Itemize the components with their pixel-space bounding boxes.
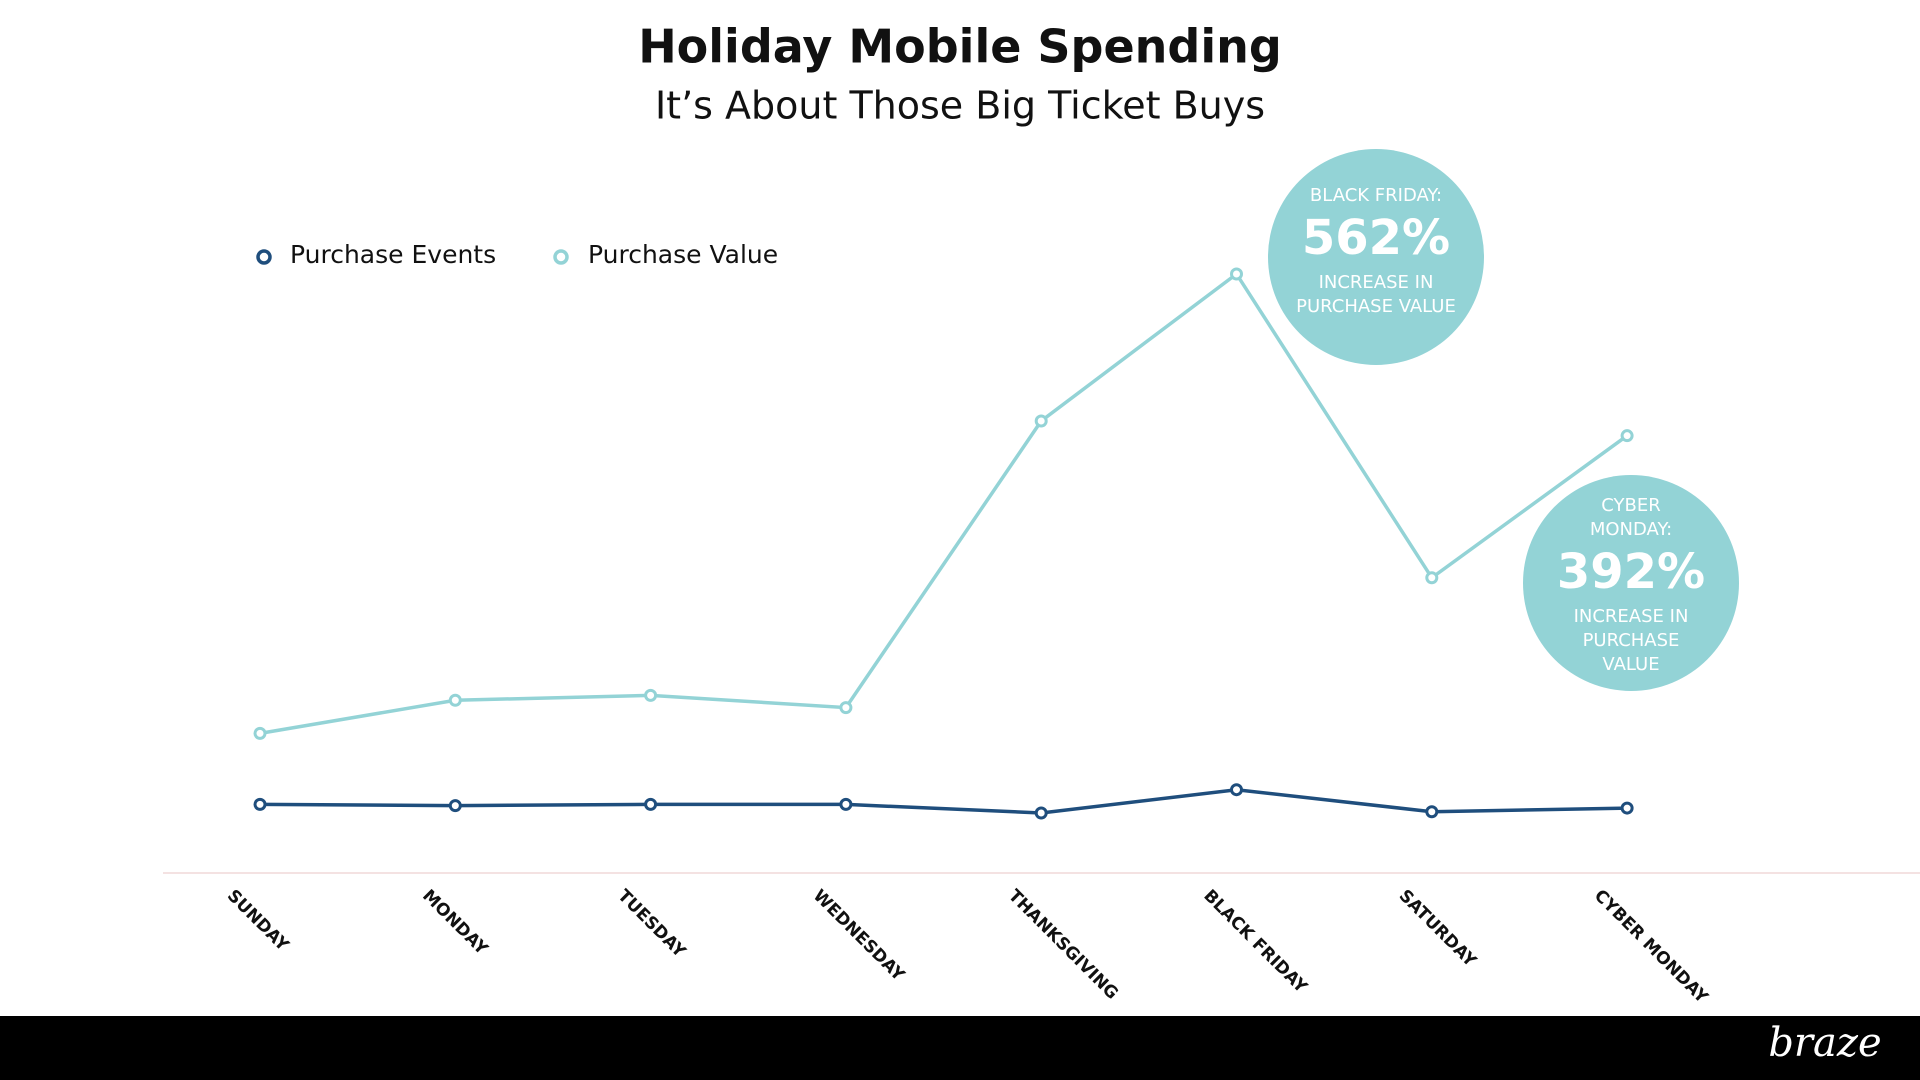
x-tick-label: MONDAY bbox=[418, 886, 492, 960]
annotation-text: INCREASE IN bbox=[1319, 272, 1434, 293]
data-point bbox=[1425, 571, 1439, 585]
brand-logo: braze bbox=[1768, 1020, 1881, 1066]
annotation-text: PURCHASE VALUE bbox=[1296, 296, 1456, 317]
data-point bbox=[448, 799, 462, 813]
x-tick-label: CYBER MONDAY bbox=[1590, 886, 1712, 1008]
series-line bbox=[259, 787, 1628, 815]
annotation-text: MONDAY: bbox=[1590, 519, 1672, 540]
annotation-text: PURCHASE bbox=[1583, 630, 1680, 651]
data-point bbox=[644, 688, 658, 702]
series-line bbox=[259, 271, 1629, 736]
annotation-value: 562% bbox=[1302, 210, 1450, 266]
chart-subtitle: It’s About Those Big Ticket Buys bbox=[655, 84, 1265, 128]
annotation-bubble bbox=[1523, 475, 1739, 691]
x-tick-label: TUESDAY bbox=[614, 886, 690, 962]
annotation-text: VALUE bbox=[1602, 654, 1659, 675]
data-point bbox=[1230, 783, 1243, 797]
data-point bbox=[1034, 414, 1048, 428]
x-tick-label: SATURDAY bbox=[1395, 886, 1481, 972]
legend-marker bbox=[256, 249, 272, 265]
legend-label: Purchase Events bbox=[290, 240, 496, 269]
annotation-text: INCREASE IN bbox=[1574, 606, 1689, 627]
footer-bar bbox=[0, 1016, 1920, 1080]
data-point bbox=[1034, 806, 1048, 820]
annotation-text: CYBER bbox=[1601, 495, 1660, 516]
data-point bbox=[253, 726, 267, 740]
chart-title: Holiday Mobile Spending bbox=[638, 20, 1282, 74]
x-tick-label: WEDNESDAY bbox=[809, 886, 909, 986]
x-tick-label: BLACK FRIDAY bbox=[1199, 886, 1311, 998]
data-point bbox=[839, 797, 853, 811]
x-tick-label: SUNDAY bbox=[223, 886, 293, 956]
data-point bbox=[1230, 267, 1243, 281]
data-point bbox=[644, 797, 658, 811]
annotation-text: BLACK FRIDAY: bbox=[1310, 185, 1442, 206]
data-point bbox=[839, 701, 853, 715]
legend-marker bbox=[553, 249, 569, 265]
data-point bbox=[1620, 801, 1634, 815]
data-point bbox=[1620, 429, 1634, 443]
annotation-bubble bbox=[1268, 149, 1484, 365]
annotation-value: 392% bbox=[1557, 544, 1705, 600]
data-point bbox=[448, 693, 462, 707]
x-tick-label: THANKSGIVING bbox=[1004, 886, 1122, 1004]
legend-label: Purchase Value bbox=[588, 240, 778, 269]
data-point bbox=[1425, 805, 1439, 819]
data-point bbox=[253, 797, 267, 811]
